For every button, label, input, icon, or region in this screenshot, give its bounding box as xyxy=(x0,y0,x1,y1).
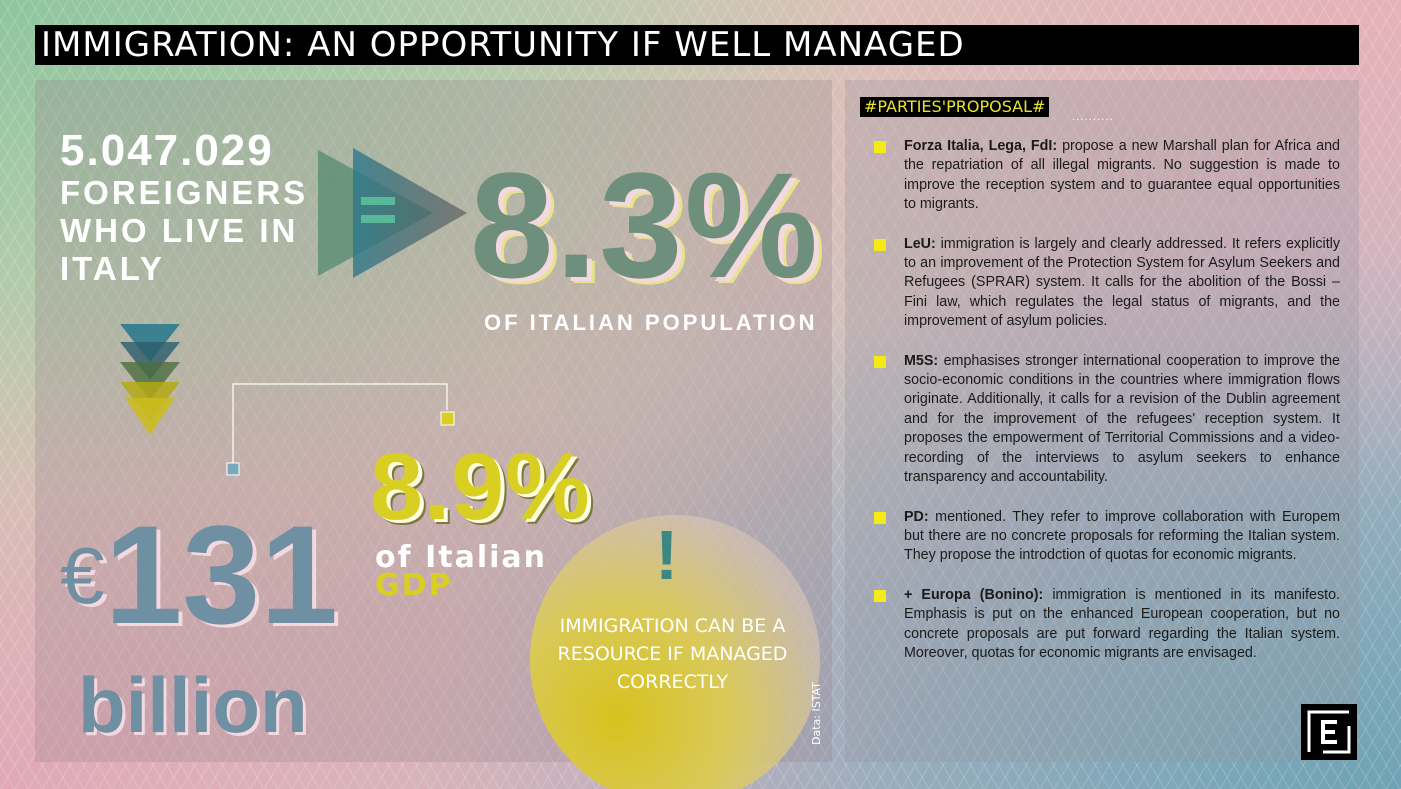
population-percentage: 8.3% xyxy=(470,141,820,309)
data-source: Data: ISTAT xyxy=(810,682,823,745)
euro-unit: billion xyxy=(78,661,308,749)
euro-amount: €131 xyxy=(60,505,338,646)
party-name: Forza Italia, Lega, FdI: xyxy=(904,138,1058,154)
header-dots: .......... xyxy=(1072,112,1114,123)
bullet-icon xyxy=(874,511,886,524)
party-text: emphasises stronger international cooper… xyxy=(904,352,1340,486)
connector-lines xyxy=(226,383,455,476)
list-item: M5S: emphasises stronger international c… xyxy=(872,352,1340,488)
down-arrows-icon xyxy=(120,324,180,435)
bullet-icon xyxy=(874,355,886,368)
bullet-icon xyxy=(874,238,886,251)
right-panel xyxy=(845,80,1359,762)
parties-list: Forza Italia, Lega, FdI: propose a new M… xyxy=(872,137,1340,683)
party-name: + Europa (Bonino): xyxy=(904,586,1044,603)
brand-logo-icon xyxy=(1301,704,1357,760)
parties-header: #PARTIES'PROPOSAL# xyxy=(860,97,1050,117)
foreigners-count: 5.047.029 xyxy=(60,126,274,175)
euro-icon: € xyxy=(60,531,105,620)
gdp-percentage: 8.9% xyxy=(370,434,591,540)
exclamation-icon: ! xyxy=(655,516,679,594)
callout-circle xyxy=(530,515,820,789)
list-item: PD: mentioned. They refer to improve col… xyxy=(872,508,1340,566)
gdp-label-gdp: GDP xyxy=(375,568,453,603)
party-text: propose a new Marshall plan for Africa a… xyxy=(904,138,1340,213)
list-item: + Europa (Bonino): immigration is mentio… xyxy=(872,586,1340,664)
bullet-icon xyxy=(874,589,886,602)
callout-text: IMMIGRATION CAN BE A RESOURCE IF MANAGED… xyxy=(557,615,788,693)
party-name: PD: xyxy=(904,508,929,525)
party-text: immigration is mentioned in its manifest… xyxy=(904,586,1340,661)
list-item: Forza Italia, Lega, FdI: propose a new M… xyxy=(872,137,1340,215)
population-label: OF ITALIAN POPULATION xyxy=(484,310,818,335)
foreigners-label: FOREIGNERS WHO LIVE IN ITALY xyxy=(60,174,309,287)
list-item: LeU: immigration is largely and clearly … xyxy=(872,235,1340,332)
equals-arrow-icon xyxy=(318,148,467,278)
gdp-label: of Italian xyxy=(375,540,548,575)
party-text: mentioned. They refer to improve collabo… xyxy=(904,508,1340,564)
party-name: M5S: xyxy=(904,352,939,369)
euro-amount-value: 131 xyxy=(104,496,339,653)
page-title: IMMIGRATION: AN OPPORTUNITY IF WELL MANA… xyxy=(35,25,1359,65)
bullet-icon xyxy=(874,141,886,153)
party-name: LeU: xyxy=(904,235,936,252)
party-text: immigration is largely and clearly addre… xyxy=(904,235,1340,330)
foreigners-stat: 5.047.029 FOREIGNERS WHO LIVE IN ITALY xyxy=(60,128,320,288)
